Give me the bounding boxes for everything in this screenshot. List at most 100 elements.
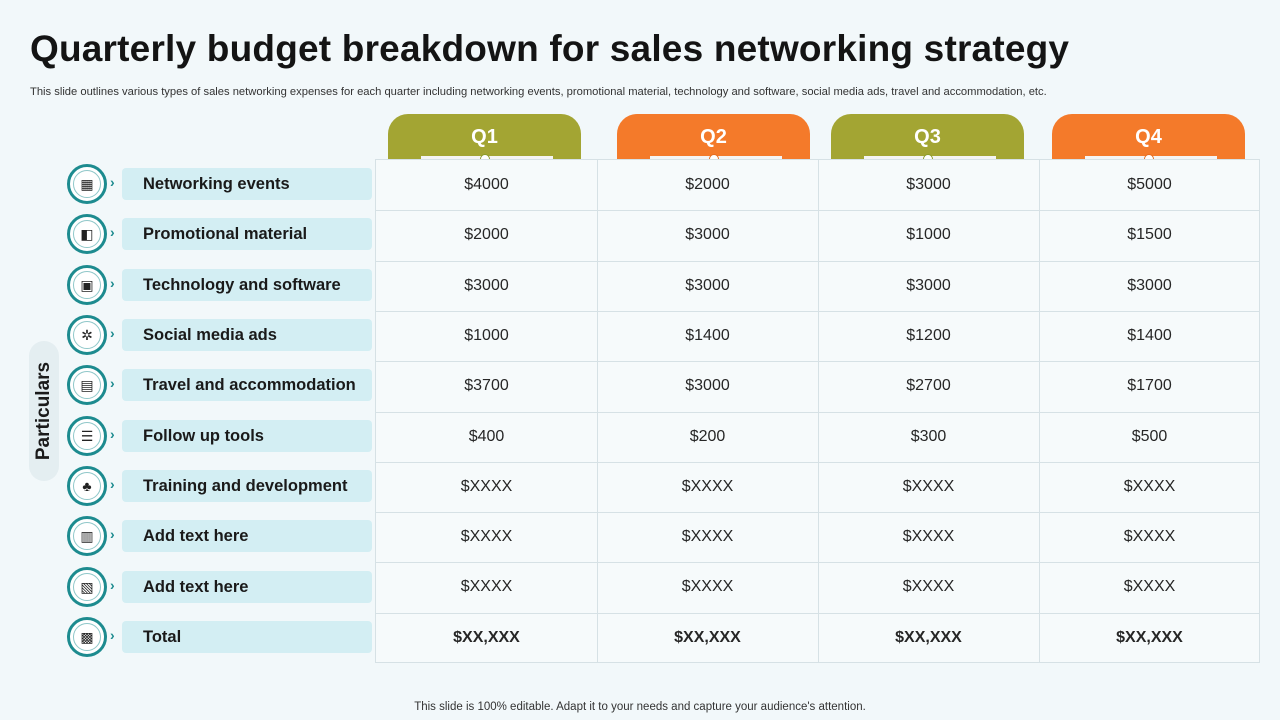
table-cell: $1000 (906, 226, 951, 243)
quarter-tab-label: Q4 (1135, 126, 1162, 148)
table-cell: $XX,XXX (1116, 629, 1183, 646)
table-cell: $1200 (906, 327, 951, 344)
table-cell: $4000 (464, 176, 509, 193)
quarter-tab-q2: Q2 (617, 114, 810, 164)
table-cell: $XXXX (1123, 478, 1176, 495)
table-cell: $3700 (464, 377, 509, 394)
table-cell: $3000 (685, 377, 730, 394)
table-cell: $200 (689, 428, 726, 445)
table-cell: $XXXX (1123, 528, 1176, 545)
row-label: Social media ads (122, 319, 372, 351)
table-cell: $XXXX (902, 578, 955, 595)
grid-row-divider (376, 412, 1259, 413)
chevron-right-icon: › (110, 577, 115, 593)
quarter-tab-label: Q3 (914, 126, 941, 148)
chevron-right-icon: › (110, 526, 115, 542)
table-cell: $XX,XXX (674, 629, 741, 646)
checklist-icon: ☰ (67, 416, 107, 456)
megaphone-document-icon: ◧ (67, 214, 107, 254)
slide-footer: This slide is 100% editable. Adapt it to… (414, 701, 866, 713)
training-icon: ♣ (67, 466, 107, 506)
icon-glyph: ▦ (73, 170, 101, 198)
table-cell: $XXXX (902, 478, 955, 495)
table-cell: $2000 (464, 226, 509, 243)
chevron-right-icon: › (110, 375, 115, 391)
slide-subtitle: This slide outlines various types of sal… (30, 86, 1047, 98)
chevron-right-icon: › (110, 476, 115, 492)
grid-column-divider (1039, 160, 1040, 662)
table-cell: $500 (1131, 428, 1168, 445)
grid-row-divider (376, 613, 1259, 614)
table-cell: $400 (468, 428, 505, 445)
table-cell: $XXXX (460, 578, 513, 595)
grid-row-divider (376, 311, 1259, 312)
table-cell: $XXXX (1123, 578, 1176, 595)
table-cell: $3000 (1127, 277, 1172, 294)
grid-column-divider (818, 160, 819, 662)
quarter-tab-q4: Q4 (1052, 114, 1245, 164)
grid-column-divider (597, 160, 598, 662)
table-cell: $3000 (464, 277, 509, 294)
table-cell: $1500 (1127, 226, 1172, 243)
table-cell: $XXXX (681, 528, 734, 545)
row-label: Training and development (122, 470, 372, 502)
table-cell: $2700 (906, 377, 951, 394)
particulars-label: Particulars (33, 361, 54, 461)
icon-glyph: ▤ (73, 371, 101, 399)
icon-glyph: ▩ (73, 623, 101, 651)
social-network-icon: ✲ (67, 315, 107, 355)
table-cell: $XXXX (460, 528, 513, 545)
chevron-right-icon: › (110, 174, 115, 190)
table-cell: $3000 (906, 176, 951, 193)
table-cell: $XXXX (902, 528, 955, 545)
grid-row-divider (376, 512, 1259, 513)
chevron-right-icon: › (110, 426, 115, 442)
row-label: Add text here (122, 571, 372, 603)
grid-row-divider (376, 562, 1259, 563)
chevron-right-icon: › (110, 275, 115, 291)
row-label: Networking events (122, 168, 372, 200)
table-cell: $XXXX (460, 478, 513, 495)
icon-glyph: ♣ (73, 472, 101, 500)
table-cell: $3000 (906, 277, 951, 294)
quarter-tab-label: Q1 (471, 126, 498, 148)
monitor-icon: ▣ (67, 265, 107, 305)
icon-glyph: ☰ (73, 422, 101, 450)
table-cell: $1400 (685, 327, 730, 344)
particulars-label-pill: Particulars (29, 341, 59, 481)
notebook-icon: ▥ (67, 516, 107, 556)
row-label: Promotional material (122, 218, 372, 250)
table-cell: $1000 (464, 327, 509, 344)
table-cell: $XXXX (681, 578, 734, 595)
icon-glyph: ▣ (73, 271, 101, 299)
row-label: Travel and accommodation (122, 369, 372, 401)
table-cell: $5000 (1127, 176, 1172, 193)
table-cell: $3000 (685, 226, 730, 243)
table-cell: $XXXX (681, 478, 734, 495)
table-cell: $1700 (1127, 377, 1172, 394)
calendar-icon: ▦ (67, 164, 107, 204)
table-cell: $300 (910, 428, 947, 445)
row-label: Add text here (122, 520, 372, 552)
row-label: Technology and software (122, 269, 372, 301)
chevron-right-icon: › (110, 325, 115, 341)
table-cell: $3000 (685, 277, 730, 294)
icon-glyph: ▥ (73, 522, 101, 550)
quarter-tab-label: Q2 (700, 126, 727, 148)
file-icon: ▧ (67, 567, 107, 607)
icon-glyph: ▧ (73, 573, 101, 601)
grid-row-divider (376, 261, 1259, 262)
money-stack-icon: ▩ (67, 617, 107, 657)
chevron-right-icon: › (110, 224, 115, 240)
row-label: Follow up tools (122, 420, 372, 452)
table-cell: $2000 (685, 176, 730, 193)
icon-glyph: ✲ (73, 321, 101, 349)
suitcase-icon: ▤ (67, 365, 107, 405)
quarter-tab-q1: Q1 (388, 114, 581, 164)
quarter-tab-q3: Q3 (831, 114, 1024, 164)
table-cell: $XX,XXX (453, 629, 520, 646)
row-label: Total (122, 621, 372, 653)
budget-table-grid: $4000 $2000 $3000 $5000 $2000 $3000 $1000 $1500… (375, 159, 1260, 663)
icon-glyph: ◧ (73, 220, 101, 248)
grid-row-divider (376, 210, 1259, 211)
